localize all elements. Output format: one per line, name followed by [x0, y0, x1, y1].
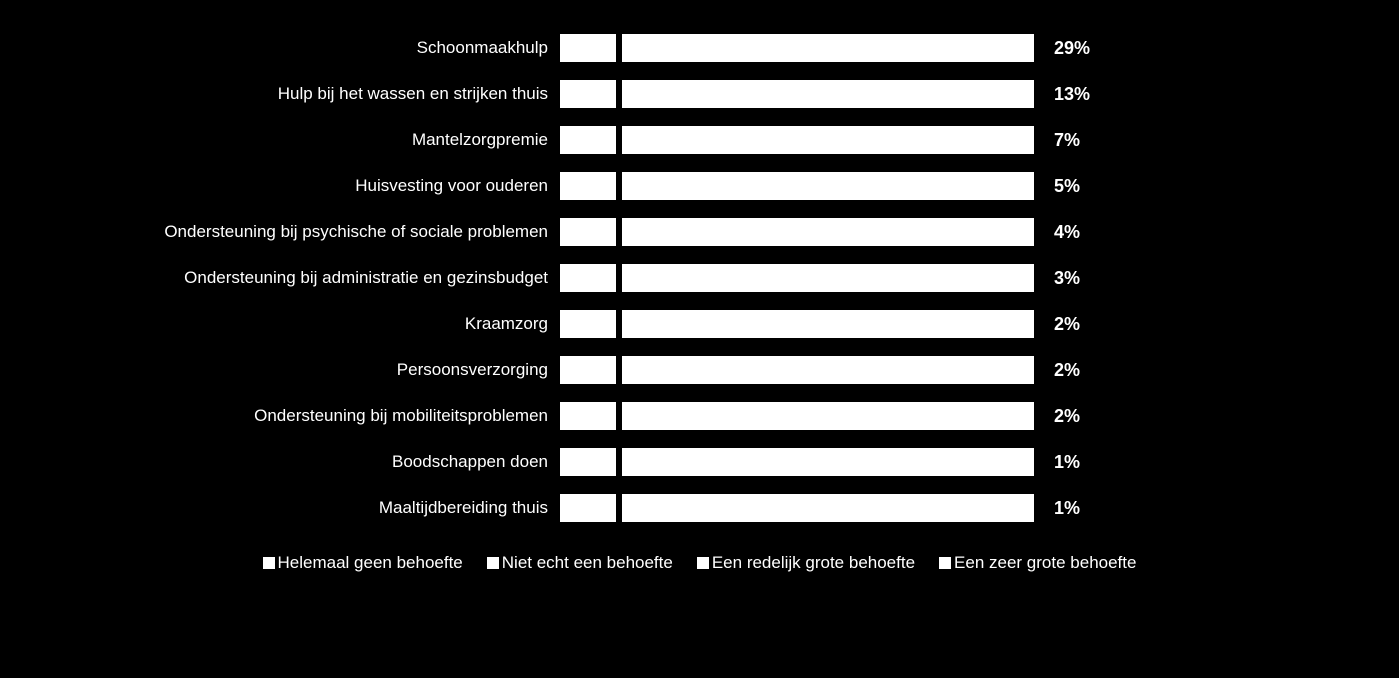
bar-seg-1 [560, 218, 616, 246]
bar-row: Ondersteuning bij administratie en gezin… [40, 255, 1359, 301]
bar [560, 448, 1034, 476]
bar-seg-rest [622, 448, 1034, 476]
bar-row: Hulp bij het wassen en strijken thuis 13… [40, 71, 1359, 117]
bar-row: Huisvesting voor ouderen 5% [40, 163, 1359, 209]
bar-area [560, 172, 1040, 200]
bar-area [560, 264, 1040, 292]
bar [560, 356, 1034, 384]
bar-seg-rest [622, 264, 1034, 292]
row-label: Schoonmaakhulp [40, 38, 560, 58]
bar-area [560, 402, 1040, 430]
legend-label: Niet echt een behoefte [502, 553, 673, 573]
legend-label: Een redelijk grote behoefte [712, 553, 915, 573]
bar-area [560, 356, 1040, 384]
bar [560, 310, 1034, 338]
bar-row: Schoonmaakhulp 29% [40, 25, 1359, 71]
legend-item: Een redelijk grote behoefte [697, 553, 915, 573]
bar-area [560, 80, 1040, 108]
bar-seg-1 [560, 356, 616, 384]
row-label: Maaltijdbereiding thuis [40, 498, 560, 518]
value-label: 5% [1040, 176, 1120, 197]
legend-item: Niet echt een behoefte [487, 553, 673, 573]
bar-area [560, 310, 1040, 338]
legend-swatch-icon [263, 557, 275, 569]
bar-area [560, 126, 1040, 154]
row-label: Ondersteuning bij administratie en gezin… [40, 268, 560, 288]
value-label: 2% [1040, 360, 1120, 381]
bar-seg-1 [560, 402, 616, 430]
legend-swatch-icon [697, 557, 709, 569]
value-label: 1% [1040, 452, 1120, 473]
row-label: Mantelzorgpremie [40, 130, 560, 150]
bar-seg-rest [622, 80, 1034, 108]
bar-row: Ondersteuning bij mobiliteitsproblemen 2… [40, 393, 1359, 439]
bar-seg-rest [622, 494, 1034, 522]
row-label: Ondersteuning bij mobiliteitsproblemen [40, 406, 560, 426]
row-label: Persoonsverzorging [40, 360, 560, 380]
value-label: 2% [1040, 406, 1120, 427]
bar-seg-1 [560, 494, 616, 522]
value-label: 7% [1040, 130, 1120, 151]
bar-seg-rest [622, 172, 1034, 200]
value-label: 4% [1040, 222, 1120, 243]
needs-bar-chart: Schoonmaakhulp 29% Hulp bij het wassen e… [40, 25, 1359, 573]
bar-seg-1 [560, 448, 616, 476]
legend-label: Een zeer grote behoefte [954, 553, 1136, 573]
bar [560, 264, 1034, 292]
bar [560, 402, 1034, 430]
bar [560, 126, 1034, 154]
row-label: Huisvesting voor ouderen [40, 176, 560, 196]
bar-seg-rest [622, 402, 1034, 430]
bar-row: Ondersteuning bij psychische of sociale … [40, 209, 1359, 255]
bar-row: Mantelzorgpremie 7% [40, 117, 1359, 163]
bar-row: Boodschappen doen 1% [40, 439, 1359, 485]
value-label: 3% [1040, 268, 1120, 289]
legend-label: Helemaal geen behoefte [278, 553, 463, 573]
bar-area [560, 34, 1040, 62]
row-label: Hulp bij het wassen en strijken thuis [40, 84, 560, 104]
bar [560, 494, 1034, 522]
bar-area [560, 494, 1040, 522]
bar-seg-rest [622, 218, 1034, 246]
bar-seg-1 [560, 264, 616, 292]
bar-seg-1 [560, 80, 616, 108]
bar-seg-1 [560, 34, 616, 62]
bar-seg-rest [622, 126, 1034, 154]
value-label: 13% [1040, 84, 1120, 105]
value-label: 1% [1040, 498, 1120, 519]
bar [560, 80, 1034, 108]
bar [560, 172, 1034, 200]
row-label: Kraamzorg [40, 314, 560, 334]
bar-area [560, 448, 1040, 476]
bar-seg-1 [560, 172, 616, 200]
legend-swatch-icon [939, 557, 951, 569]
bar-row: Maaltijdbereiding thuis 1% [40, 485, 1359, 531]
bar-seg-rest [622, 310, 1034, 338]
bar-seg-rest [622, 356, 1034, 384]
bar-row: Persoonsverzorging 2% [40, 347, 1359, 393]
value-label: 2% [1040, 314, 1120, 335]
bar-seg-rest [622, 34, 1034, 62]
row-label: Boodschappen doen [40, 452, 560, 472]
legend-swatch-icon [487, 557, 499, 569]
bar [560, 218, 1034, 246]
bar-seg-1 [560, 126, 616, 154]
legend: Helemaal geen behoefte Niet echt een beh… [40, 553, 1359, 573]
bar [560, 34, 1034, 62]
legend-item: Helemaal geen behoefte [263, 553, 463, 573]
bar-row: Kraamzorg 2% [40, 301, 1359, 347]
row-label: Ondersteuning bij psychische of sociale … [40, 222, 560, 242]
bar-seg-1 [560, 310, 616, 338]
bar-area [560, 218, 1040, 246]
value-label: 29% [1040, 38, 1120, 59]
legend-item: Een zeer grote behoefte [939, 553, 1136, 573]
